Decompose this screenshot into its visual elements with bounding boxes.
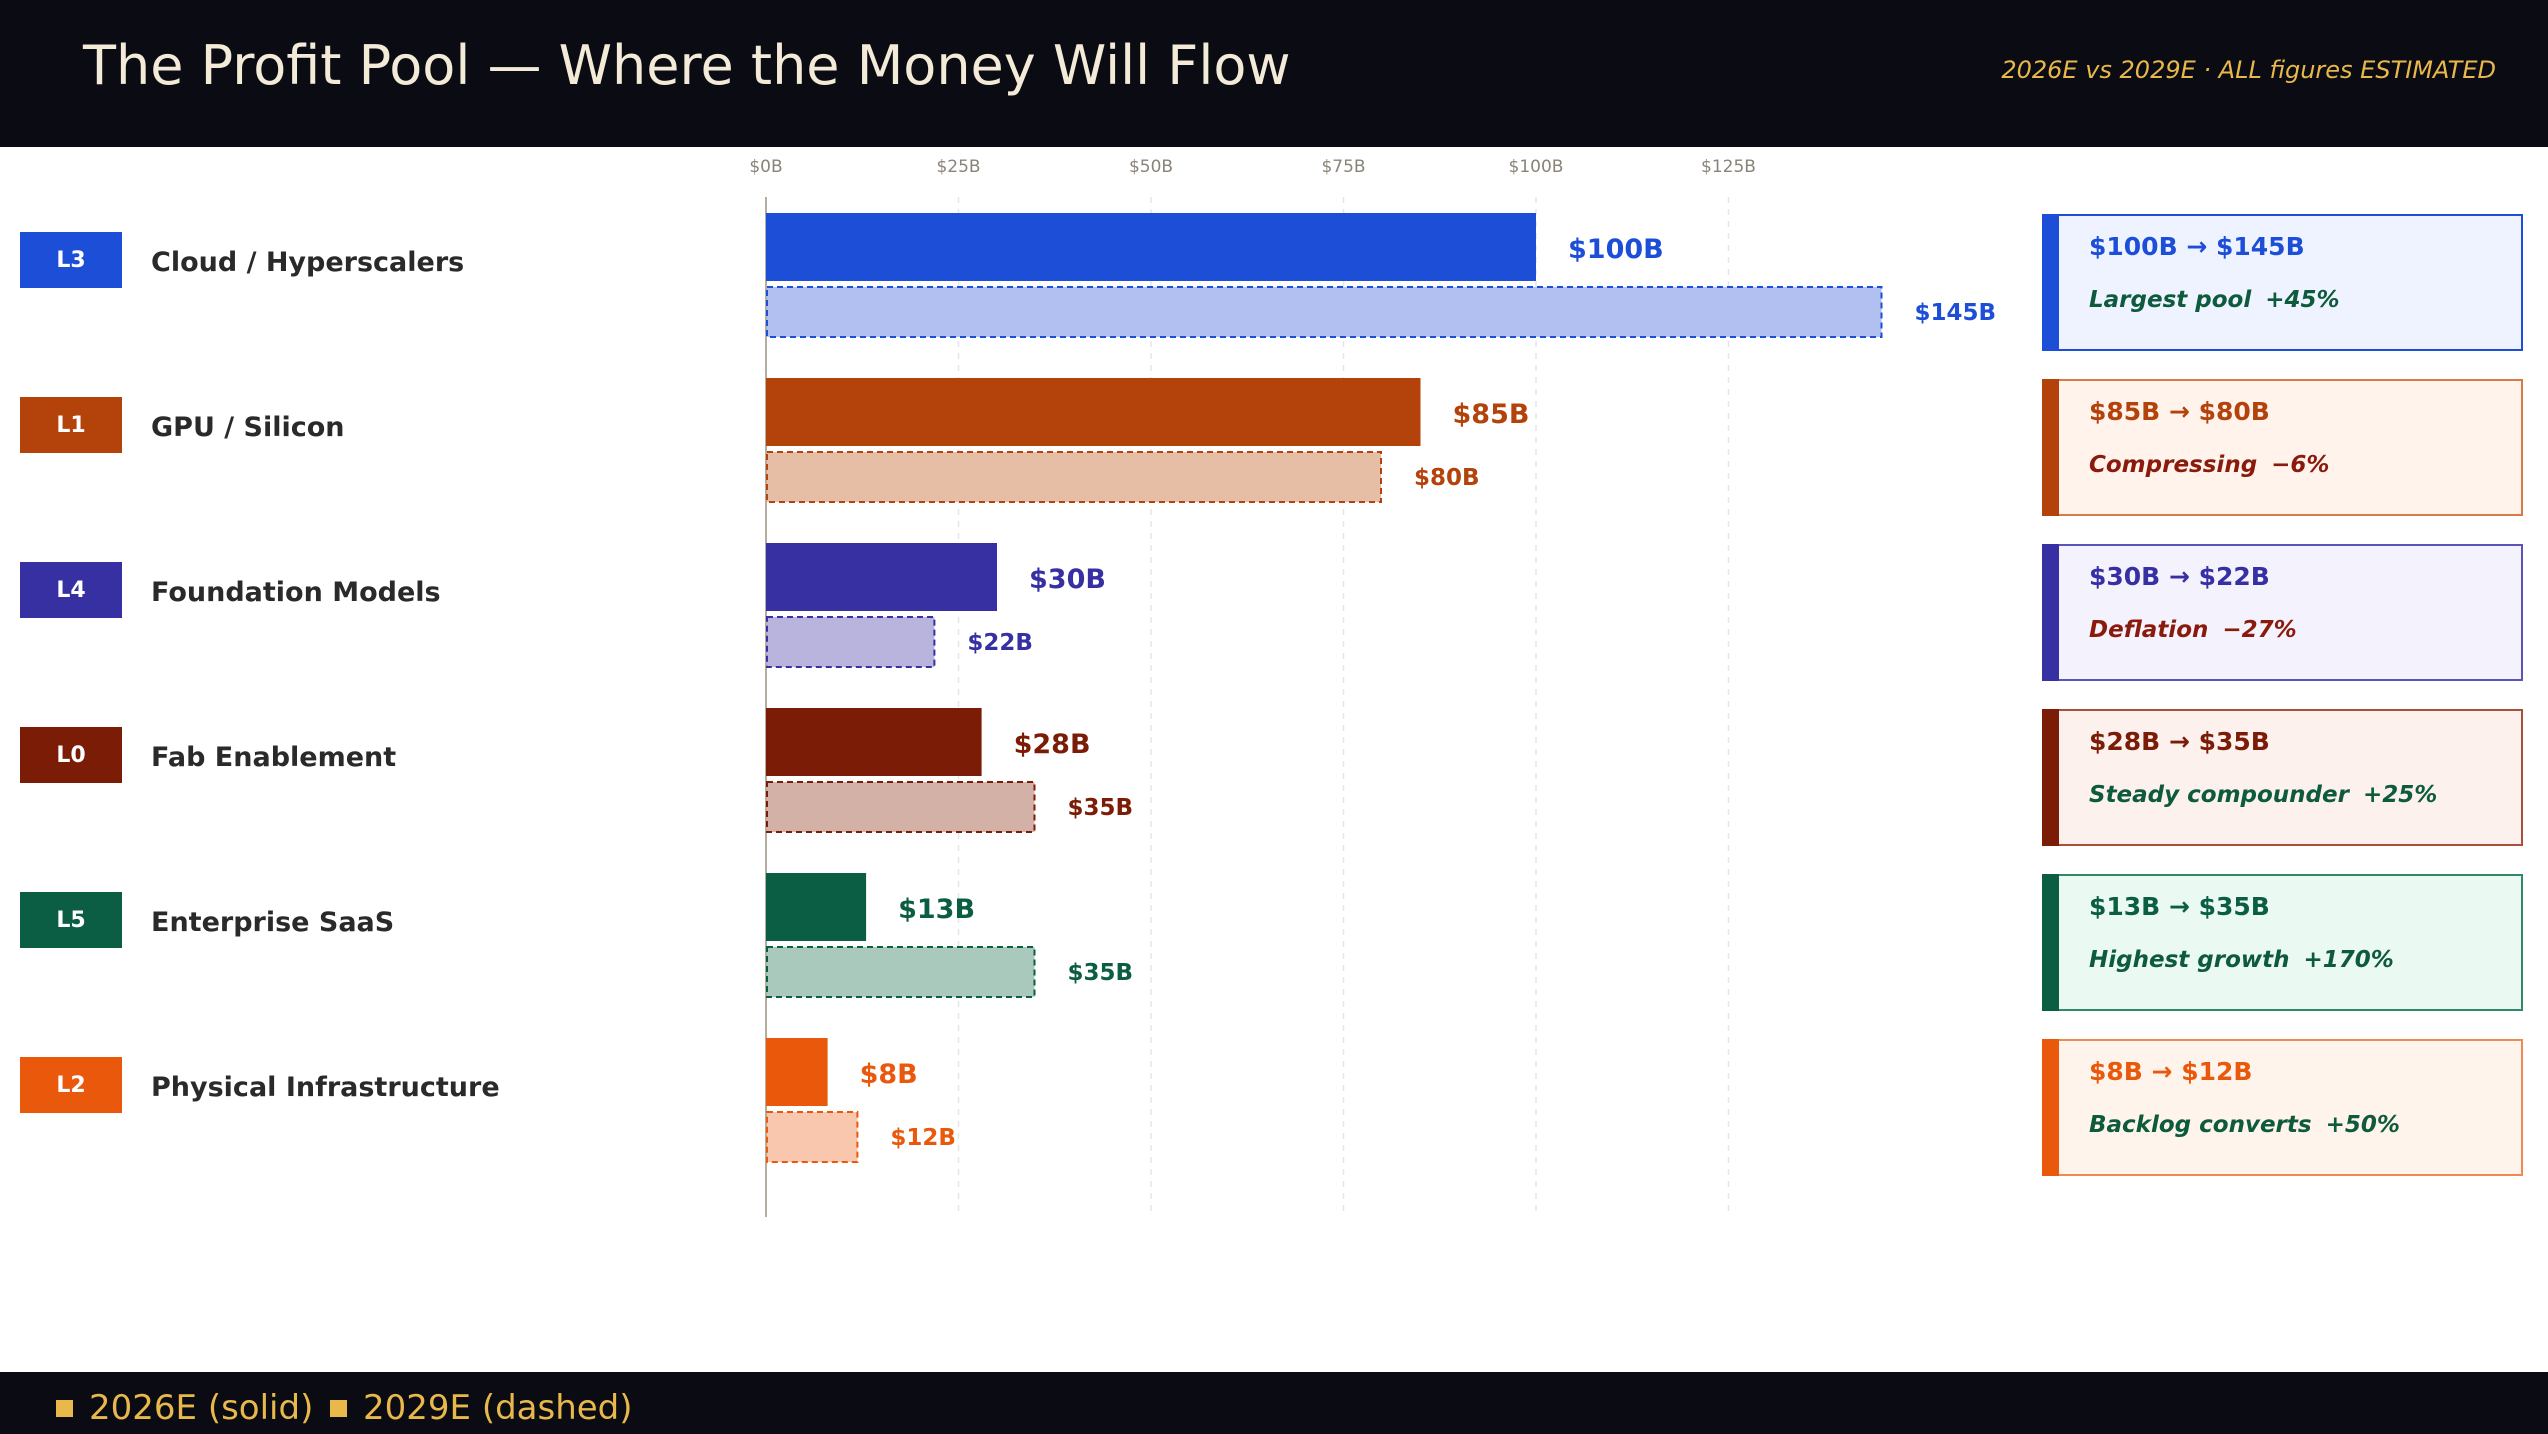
card-accent-bar xyxy=(2042,709,2059,846)
summary-card: $28B → $35B Steady compounder +25% xyxy=(2042,709,2523,846)
data-label-2029e: $80B xyxy=(1414,465,1480,491)
x-tick-label: $100B xyxy=(1509,157,1564,177)
page-title: The Profit Pool — Where the Money Will F… xyxy=(83,34,1291,97)
category-label: Physical Infrastructure xyxy=(151,1072,500,1103)
card-note: Largest pool +45% xyxy=(2089,287,2340,313)
data-label-2026e: $8B xyxy=(860,1059,918,1090)
bar-2026e xyxy=(766,873,867,941)
summary-card: $8B → $12B Backlog converts +50% xyxy=(2042,1039,2523,1176)
summary-card: $30B → $22B Deflation −27% xyxy=(2042,544,2523,681)
card-change: +25% xyxy=(2362,782,2438,808)
summary-card: $85B → $80B Compressing −6% xyxy=(2042,379,2523,516)
card-range: $28B → $35B xyxy=(2089,727,2270,756)
card-accent-bar xyxy=(2042,874,2059,1011)
data-label-2029e: $12B xyxy=(890,1125,956,1151)
card-note-text: Largest pool xyxy=(2089,287,2252,313)
layer-badge: L5 xyxy=(20,892,122,948)
layer-badge: L3 xyxy=(20,232,122,288)
layer-badge: L0 xyxy=(20,727,122,783)
card-range: $8B → $12B xyxy=(2089,1057,2253,1086)
category-label: Cloud / Hyperscalers xyxy=(151,247,465,278)
layer-badge-text: L3 xyxy=(56,247,86,273)
card-accent-bar xyxy=(2042,1039,2059,1176)
category-label: GPU / Silicon xyxy=(151,412,345,443)
card-note-text: Backlog converts xyxy=(2089,1112,2312,1138)
summary-card: $100B → $145B Largest pool +45% xyxy=(2042,214,2523,351)
bar-2029e xyxy=(766,781,1036,833)
card-change: −27% xyxy=(2222,617,2297,643)
layer-badge-text: L2 xyxy=(56,1072,86,1098)
layer-badge: L1 xyxy=(20,397,122,453)
card-change: +45% xyxy=(2265,287,2340,313)
legend-label-dashed: 2029E (dashed) xyxy=(363,1388,633,1428)
x-tick-label: $50B xyxy=(1129,157,1173,177)
bar-2026e xyxy=(766,213,1536,281)
card-note-text: Compressing xyxy=(2089,452,2258,478)
bar-2026e xyxy=(766,543,997,611)
card-accent-bar xyxy=(2042,214,2059,351)
card-note: Highest growth +170% xyxy=(2089,947,2394,973)
card-change: +170% xyxy=(2303,947,2394,973)
footer-bar: 2026E (solid) 2029E (dashed) xyxy=(0,1372,2548,1434)
category-label: Enterprise SaaS xyxy=(151,907,395,938)
data-label-2029e: $35B xyxy=(1068,795,1134,821)
page-subtitle: 2026E vs 2029E · ALL figures ESTIMATED xyxy=(2001,56,2496,84)
data-label-2029e: $35B xyxy=(1068,960,1134,986)
bar-2029e xyxy=(766,1111,859,1163)
profit-pool-chart: $0B $25B $50B $75B $100B $125B $100B $145B $85B $… xyxy=(749,157,1997,1217)
summary-card: $13B → $35B Highest growth +170% xyxy=(2042,874,2523,1011)
legend-swatch-solid xyxy=(56,1399,73,1417)
card-note-text: Highest growth xyxy=(2089,947,2290,973)
x-tick-label: $25B xyxy=(936,157,980,177)
card-accent-bar xyxy=(2042,379,2059,516)
card-note-text: Steady compounder xyxy=(2089,782,2349,808)
card-range: $30B → $22B xyxy=(2089,562,2270,591)
x-tick-label: $125B xyxy=(1701,157,1756,177)
category-label: Fab Enablement xyxy=(151,742,397,773)
layer-badge-text: L0 xyxy=(56,742,86,768)
data-label-2026e: $13B xyxy=(898,894,975,925)
data-label-2026e: $28B xyxy=(1014,729,1091,760)
legend-label-solid: 2026E (solid) xyxy=(89,1388,314,1428)
header-bar: The Profit Pool — Where the Money Will F… xyxy=(0,0,2548,147)
card-change: +50% xyxy=(2325,1112,2400,1138)
card-change: −6% xyxy=(2271,452,2330,478)
layer-badge: L2 xyxy=(20,1057,122,1113)
data-label-2029e: $22B xyxy=(967,630,1033,656)
card-note: Steady compounder +25% xyxy=(2089,782,2437,808)
data-label-2029e: $145B xyxy=(1915,300,1997,326)
bar-2026e xyxy=(766,378,1421,446)
card-range: $13B → $35B xyxy=(2089,892,2270,921)
bar-2029e xyxy=(766,616,936,668)
layer-badge-text: L5 xyxy=(56,907,86,933)
x-tick-label: $0B xyxy=(749,157,782,177)
bar-2029e xyxy=(766,946,1036,998)
legend-swatch-dashed xyxy=(330,1399,347,1417)
x-tick-label: $75B xyxy=(1321,157,1365,177)
card-accent-bar xyxy=(2042,544,2059,681)
bar-2029e xyxy=(766,286,1883,338)
card-range: $85B → $80B xyxy=(2089,397,2270,426)
card-note: Backlog converts +50% xyxy=(2089,1112,2400,1138)
data-label-2026e: $30B xyxy=(1029,564,1106,595)
category-label: Foundation Models xyxy=(151,577,441,608)
card-note: Compressing −6% xyxy=(2089,452,2329,478)
card-note: Deflation −27% xyxy=(2089,617,2297,643)
card-note-text: Deflation xyxy=(2089,617,2209,643)
layer-badge: L4 xyxy=(20,562,122,618)
legend-item-2026e: 2026E (solid) xyxy=(56,1388,313,1428)
data-label-2026e: $85B xyxy=(1453,399,1530,430)
data-label-2026e: $100B xyxy=(1568,234,1664,265)
legend-item-2029e: 2029E (dashed) xyxy=(330,1388,633,1428)
bar-2029e xyxy=(766,451,1382,503)
layer-badge-text: L4 xyxy=(56,577,86,603)
card-range: $100B → $145B xyxy=(2089,232,2305,261)
layer-badge-text: L1 xyxy=(56,412,86,438)
bar-2026e xyxy=(766,1038,828,1106)
bar-2026e xyxy=(766,708,982,776)
